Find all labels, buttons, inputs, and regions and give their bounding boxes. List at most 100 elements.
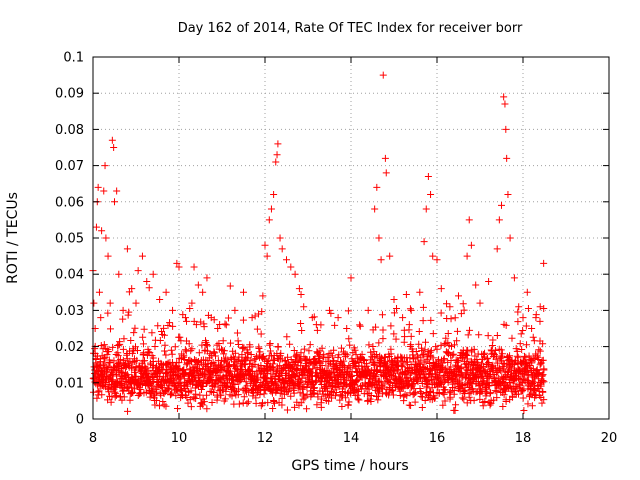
data-point xyxy=(283,406,291,414)
data-point xyxy=(128,384,136,392)
data-point xyxy=(405,381,413,389)
data-point xyxy=(536,317,544,325)
data-point xyxy=(462,350,470,358)
data-point xyxy=(149,270,157,278)
data-point xyxy=(297,349,305,357)
data-point xyxy=(495,216,503,224)
data-point xyxy=(475,381,483,389)
data-point xyxy=(164,385,172,393)
data-point xyxy=(239,399,247,407)
data-point xyxy=(448,351,456,359)
data-point xyxy=(188,345,196,353)
data-point xyxy=(298,374,306,382)
data-point xyxy=(390,330,398,338)
data-point xyxy=(274,140,282,148)
data-point xyxy=(393,304,401,312)
data-point xyxy=(535,346,543,354)
data-point xyxy=(444,358,452,366)
data-point xyxy=(243,382,251,390)
data-point xyxy=(372,373,380,381)
data-point xyxy=(372,323,380,331)
data-point xyxy=(298,327,306,335)
data-point xyxy=(442,334,450,342)
data-point xyxy=(378,311,386,319)
data-point xyxy=(357,382,365,390)
data-point xyxy=(162,351,170,359)
data-point xyxy=(526,355,534,363)
data-point xyxy=(287,392,295,400)
data-point xyxy=(533,352,541,360)
data-point xyxy=(115,341,123,349)
data-point xyxy=(190,394,198,402)
data-point xyxy=(397,362,405,370)
data-point xyxy=(201,372,209,380)
data-point xyxy=(192,390,200,398)
data-point xyxy=(267,347,275,355)
data-point xyxy=(446,389,454,397)
data-point xyxy=(419,317,427,325)
data-point xyxy=(256,348,264,356)
data-point xyxy=(184,399,192,407)
data-point xyxy=(528,325,536,332)
y-tick-label: 0.09 xyxy=(55,87,84,102)
data-point xyxy=(198,341,206,349)
data-point xyxy=(255,310,263,318)
data-point xyxy=(384,357,392,365)
data-point xyxy=(520,407,528,415)
data-point xyxy=(224,314,232,322)
data-point xyxy=(116,392,124,400)
data-point xyxy=(343,351,351,359)
data-point xyxy=(426,360,434,368)
data-point xyxy=(328,394,336,402)
data-point xyxy=(538,399,546,407)
data-point xyxy=(326,369,334,377)
y-tick-label: 0.05 xyxy=(55,232,84,247)
data-point xyxy=(115,361,123,369)
data-point xyxy=(297,291,305,299)
data-point xyxy=(257,330,265,338)
data-point xyxy=(186,356,194,364)
data-point xyxy=(297,399,305,407)
data-point xyxy=(222,321,230,329)
data-point xyxy=(443,300,451,308)
data-point xyxy=(133,346,141,354)
data-point xyxy=(159,397,167,405)
data-point xyxy=(502,321,510,329)
data-point xyxy=(453,337,461,345)
data-point xyxy=(273,367,281,375)
data-point xyxy=(194,281,202,289)
data-point xyxy=(101,162,109,170)
x-tick-label: 8 xyxy=(89,431,97,446)
data-point xyxy=(412,388,420,396)
data-point xyxy=(440,355,448,363)
data-point xyxy=(104,252,112,260)
data-point xyxy=(287,263,295,271)
data-point xyxy=(120,335,128,343)
data-point xyxy=(131,385,139,393)
data-point xyxy=(399,314,407,322)
data-point xyxy=(100,341,108,349)
data-point xyxy=(375,377,383,385)
data-point xyxy=(120,393,128,401)
data-point xyxy=(116,356,124,364)
data-point xyxy=(337,344,345,352)
data-point xyxy=(451,406,459,414)
data-point xyxy=(440,340,448,348)
data-point xyxy=(156,296,164,304)
data-point xyxy=(252,394,260,402)
data-point xyxy=(330,357,338,365)
data-point xyxy=(524,304,532,312)
data-layer xyxy=(89,71,548,415)
data-point xyxy=(378,383,386,391)
data-point xyxy=(470,345,478,353)
data-point xyxy=(518,346,526,354)
data-point xyxy=(267,205,275,213)
y-tick-label: 0.06 xyxy=(55,195,84,210)
data-point xyxy=(140,349,148,357)
data-point xyxy=(139,340,147,348)
data-point xyxy=(356,322,364,330)
data-point xyxy=(119,315,127,323)
data-point xyxy=(359,355,367,363)
data-point xyxy=(180,352,188,360)
data-point xyxy=(451,341,459,349)
